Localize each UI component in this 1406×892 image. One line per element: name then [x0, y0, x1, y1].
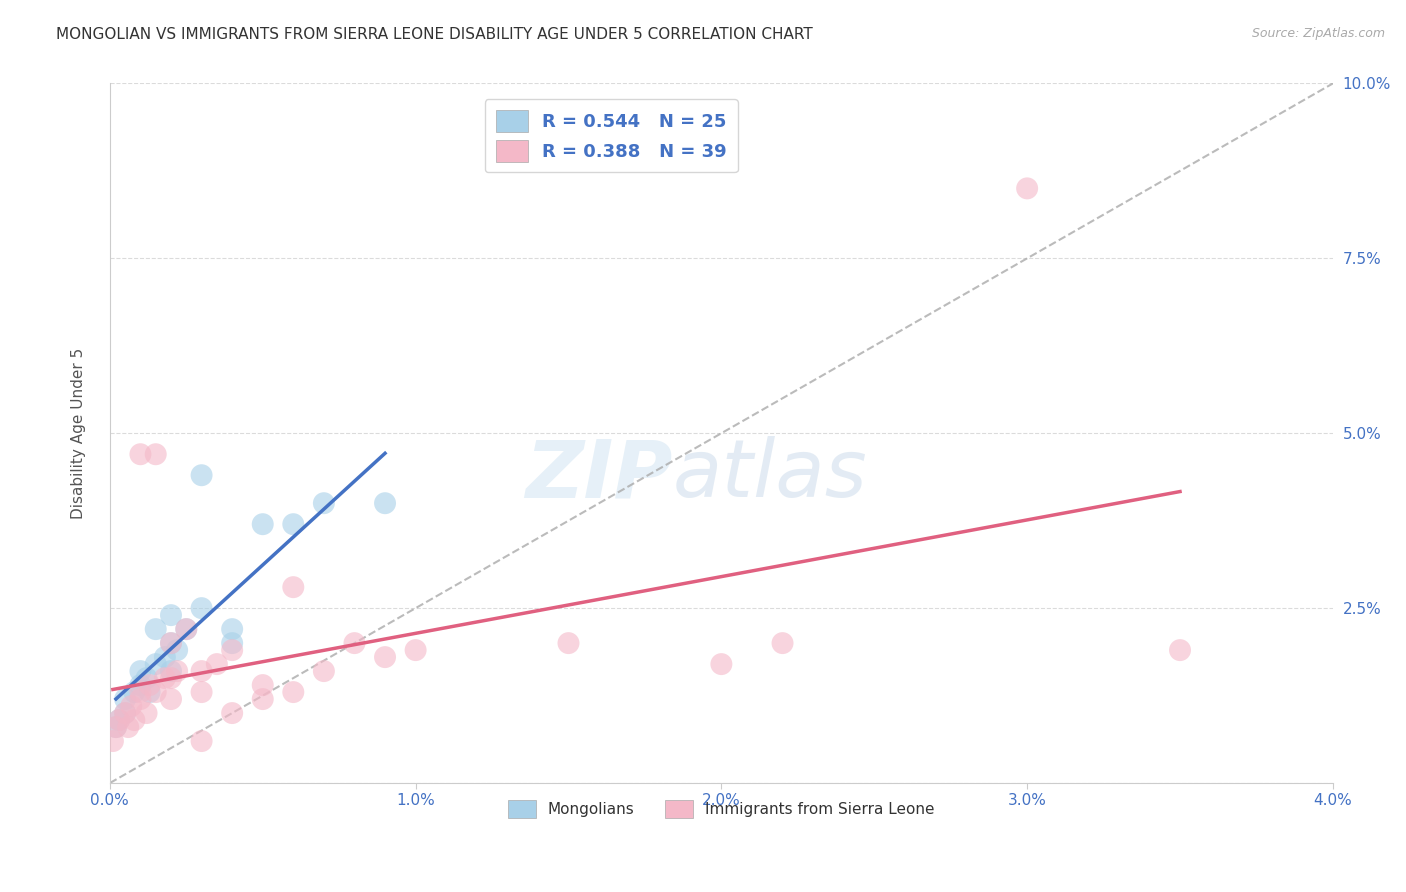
Point	[145, 657, 167, 672]
Point	[104, 720, 127, 734]
Point	[557, 636, 579, 650]
Point	[160, 636, 183, 650]
Point	[283, 685, 305, 699]
Point	[221, 706, 243, 720]
Point	[343, 636, 366, 650]
Point	[129, 678, 152, 692]
Point	[252, 692, 274, 706]
Point	[221, 636, 243, 650]
Point	[135, 706, 157, 720]
Point	[160, 664, 183, 678]
Point	[1168, 643, 1191, 657]
Point	[710, 657, 733, 672]
Point	[129, 692, 152, 706]
Point	[104, 720, 127, 734]
Point	[312, 664, 335, 678]
Legend: Mongolians, Immigrants from Sierra Leone: Mongolians, Immigrants from Sierra Leone	[502, 794, 941, 824]
Point	[374, 496, 396, 510]
Point	[772, 636, 794, 650]
Y-axis label: Disability Age Under 5: Disability Age Under 5	[72, 348, 86, 519]
Point	[108, 713, 131, 727]
Point	[190, 734, 212, 748]
Point	[374, 650, 396, 665]
Point	[252, 678, 274, 692]
Point	[1017, 181, 1039, 195]
Point	[114, 692, 136, 706]
Point	[190, 468, 212, 483]
Text: MONGOLIAN VS IMMIGRANTS FROM SIERRA LEONE DISABILITY AGE UNDER 5 CORRELATION CHA: MONGOLIAN VS IMMIGRANTS FROM SIERRA LEON…	[56, 27, 813, 42]
Point	[120, 699, 142, 714]
Text: ZIP: ZIP	[524, 436, 672, 514]
Point	[190, 601, 212, 615]
Point	[166, 643, 188, 657]
Point	[117, 720, 139, 734]
Point	[101, 734, 124, 748]
Point	[283, 580, 305, 594]
Point	[129, 685, 152, 699]
Point	[312, 496, 335, 510]
Point	[160, 608, 183, 623]
Point	[145, 622, 167, 636]
Point	[190, 664, 212, 678]
Point	[108, 713, 131, 727]
Point	[160, 671, 183, 685]
Text: atlas: atlas	[672, 436, 868, 514]
Point	[145, 447, 167, 461]
Point	[124, 713, 146, 727]
Point	[174, 622, 197, 636]
Point	[124, 685, 146, 699]
Point	[135, 671, 157, 685]
Point	[221, 643, 243, 657]
Point	[160, 692, 183, 706]
Point	[190, 685, 212, 699]
Point	[160, 636, 183, 650]
Point	[114, 706, 136, 720]
Point	[153, 650, 176, 665]
Point	[153, 671, 176, 685]
Point	[283, 517, 305, 532]
Point	[205, 657, 228, 672]
Point	[145, 685, 167, 699]
Point	[138, 685, 160, 699]
Point	[405, 643, 427, 657]
Point	[114, 706, 136, 720]
Text: Source: ZipAtlas.com: Source: ZipAtlas.com	[1251, 27, 1385, 40]
Point	[252, 517, 274, 532]
Point	[221, 622, 243, 636]
Point	[129, 447, 152, 461]
Point	[166, 664, 188, 678]
Point	[174, 622, 197, 636]
Point	[129, 664, 152, 678]
Point	[138, 678, 160, 692]
